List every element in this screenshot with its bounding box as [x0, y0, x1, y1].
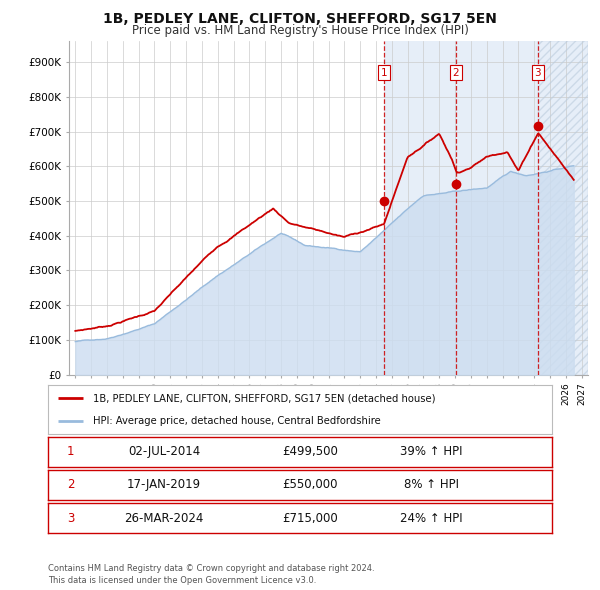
Text: HPI: Average price, detached house, Central Bedfordshire: HPI: Average price, detached house, Cent…: [94, 415, 381, 425]
Text: Contains HM Land Registry data © Crown copyright and database right 2024.
This d: Contains HM Land Registry data © Crown c…: [48, 565, 374, 585]
Text: 3: 3: [535, 67, 541, 77]
Text: 39% ↑ HPI: 39% ↑ HPI: [400, 445, 462, 458]
Text: 17-JAN-2019: 17-JAN-2019: [127, 478, 201, 491]
Bar: [538, 41, 588, 375]
Text: 24% ↑ HPI: 24% ↑ HPI: [400, 512, 463, 525]
Text: Price paid vs. HM Land Registry's House Price Index (HPI): Price paid vs. HM Land Registry's House …: [131, 24, 469, 37]
Text: 8% ↑ HPI: 8% ↑ HPI: [404, 478, 458, 491]
Bar: [384, 41, 588, 375]
Text: 2: 2: [452, 67, 459, 77]
Text: 2: 2: [67, 478, 74, 491]
Text: £499,500: £499,500: [282, 445, 338, 458]
Text: 02-JUL-2014: 02-JUL-2014: [128, 445, 200, 458]
Text: 1: 1: [67, 445, 74, 458]
Text: 3: 3: [67, 512, 74, 525]
Text: 1B, PEDLEY LANE, CLIFTON, SHEFFORD, SG17 5EN: 1B, PEDLEY LANE, CLIFTON, SHEFFORD, SG17…: [103, 12, 497, 26]
Text: 1: 1: [380, 67, 387, 77]
Text: 26-MAR-2024: 26-MAR-2024: [124, 512, 203, 525]
Text: 1B, PEDLEY LANE, CLIFTON, SHEFFORD, SG17 5EN (detached house): 1B, PEDLEY LANE, CLIFTON, SHEFFORD, SG17…: [94, 394, 436, 404]
Text: £550,000: £550,000: [283, 478, 338, 491]
Text: £715,000: £715,000: [282, 512, 338, 525]
